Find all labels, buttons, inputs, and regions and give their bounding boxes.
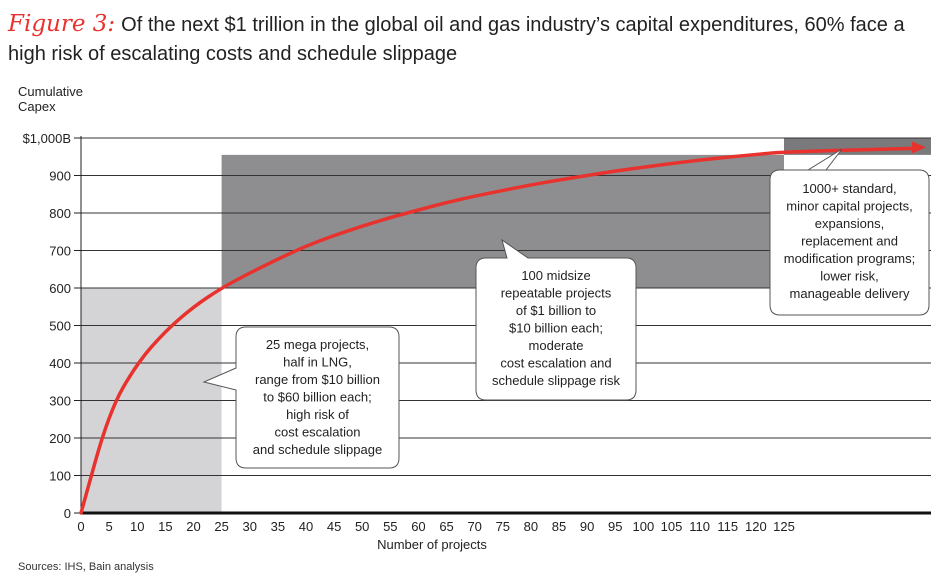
x-tick-label: 50: [355, 519, 369, 534]
y-tick-label: $1,000B: [23, 131, 71, 146]
callout-text-line: $10 billion each;: [509, 321, 603, 336]
callout-text-line: expansions,: [815, 216, 884, 231]
y-tick-label: 900: [49, 169, 71, 184]
callout-text-line: high risk of: [286, 407, 349, 422]
mega-callout: 25 mega projects, half in LNG, range from …: [202, 326, 400, 469]
x-tick-label: 70: [467, 519, 481, 534]
y-tick-label: 600: [49, 281, 71, 296]
x-tick-label: 40: [299, 519, 313, 534]
y-tick-label: 0: [64, 506, 71, 521]
y-tick-label: 800: [49, 206, 71, 221]
x-tick-label: 55: [383, 519, 397, 534]
midsize-callout: 100 midsize repeatable projects of $1 bill…: [475, 238, 637, 401]
x-tick-label: 120: [745, 519, 767, 534]
y-axis-label-line: Capex: [18, 99, 56, 114]
callout-text-line: range from $10 billion: [255, 372, 380, 387]
arrow-head-icon: [912, 141, 926, 154]
callout-text-line: minor capital projects,: [786, 199, 912, 214]
y-axis-label-line: Cumulative: [18, 84, 83, 99]
x-tick-label: 115: [717, 519, 738, 534]
x-tick-label: 75: [496, 519, 510, 534]
x-tick-label: 20: [186, 519, 200, 534]
callout-text-line: 100 midsize: [521, 268, 590, 283]
y-tick-label: 200: [49, 431, 71, 446]
x-tick-label: 0: [77, 519, 84, 534]
callout-text-line: and schedule slippage: [253, 442, 382, 457]
x-tick-label: 30: [242, 519, 256, 534]
x-tick-label: 125: [773, 519, 795, 534]
callout-text-line: to $60 billion each;: [263, 390, 371, 405]
callout-text-line: manageable delivery: [790, 286, 910, 301]
callout-text-line: of $1 billion to: [516, 303, 596, 318]
callout-bubble: [202, 326, 400, 469]
x-tick-label: 65: [439, 519, 453, 534]
x-tick-label: 15: [158, 519, 172, 534]
x-tick-label: 95: [608, 519, 622, 534]
callout-text-line: schedule slippage risk: [492, 373, 620, 388]
callout-text-line: cost escalation: [275, 425, 361, 440]
y-tick-label: 400: [49, 356, 71, 371]
callout-bubble: [769, 148, 930, 316]
callout-text-line: repeatable projects: [501, 286, 612, 301]
y-tick-label: 700: [49, 244, 71, 259]
x-tick-label: 85: [552, 519, 566, 534]
y-tick-label: 300: [49, 394, 71, 409]
source-note: Sources: IHS, Bain analysis: [18, 561, 154, 573]
x-axis-label: Number of projects: [377, 537, 487, 552]
x-tick-label: 105: [661, 519, 683, 534]
y-tick-label: 100: [49, 469, 71, 484]
x-tick-label: 35: [271, 519, 285, 534]
callout-text-line: half in LNG,: [283, 355, 352, 370]
callout-text-line: moderate: [529, 338, 584, 353]
chart-title: Figure 3: Of the next $1 trillion in the …: [8, 10, 943, 69]
callout-text-line: modification programs;: [784, 251, 916, 266]
x-tick-label: 90: [580, 519, 594, 534]
series-line: [79, 146, 916, 515]
x-tick-label: 100: [633, 519, 655, 534]
callout-text-line: 1000+ standard,: [802, 181, 896, 196]
x-tick-label: 10: [130, 519, 144, 534]
callout-text-line: lower risk,: [820, 269, 879, 284]
callout-text-line: 25 mega projects,: [266, 337, 369, 352]
x-tick-label: 80: [524, 519, 538, 534]
standard-callout: 1000+ standard, minor capital projects, ex…: [769, 148, 930, 316]
y-tick-label: 500: [49, 319, 71, 334]
x-tick-label: 60: [411, 519, 425, 534]
title-text: Of the next $1 trillion in the global oi…: [8, 14, 905, 65]
x-tick-label: 5: [106, 519, 113, 534]
callout-bubble: [475, 238, 637, 401]
figure-label: Figure 3:: [8, 11, 116, 37]
x-tick-label: 110: [689, 519, 710, 534]
callout-text-line: cost escalation and: [500, 356, 611, 371]
x-tick-label: 45: [327, 519, 341, 534]
x-tick-label: 25: [214, 519, 228, 534]
callout-text-line: replacement and: [801, 234, 898, 249]
